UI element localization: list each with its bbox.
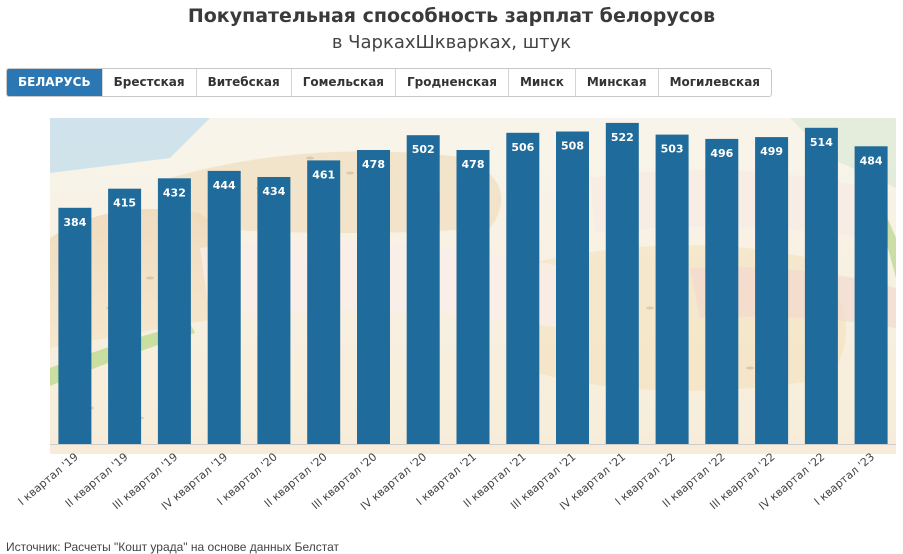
- bar-value-label-9: 506: [511, 141, 534, 154]
- tab-minsk-region[interactable]: Минская: [576, 69, 659, 96]
- bar-7[interactable]: [406, 135, 440, 444]
- bar-2[interactable]: [157, 178, 191, 445]
- bar-value-label-15: 514: [810, 136, 833, 149]
- bar-3[interactable]: [207, 170, 241, 444]
- bar-value-label-16: 484: [860, 154, 883, 167]
- chart-subtitle: в ЧаркахШкварках, штук: [331, 32, 572, 53]
- bar-10[interactable]: [556, 131, 589, 445]
- bar-5[interactable]: [307, 160, 341, 444]
- chart-area: 384 I квартал '19 415 II квартал '19 432 III …: [0, 110, 903, 530]
- bar-6[interactable]: [357, 150, 390, 444]
- tab-mogilev[interactable]: Могилевская: [669, 75, 761, 89]
- bar-9[interactable]: [506, 132, 540, 445]
- chart-title: Покупательная способность зарплат белору…: [187, 5, 716, 27]
- bar-15[interactable]: [804, 127, 838, 445]
- bar-value-label-8: 478: [462, 158, 485, 171]
- bar-11[interactable]: [605, 122, 639, 445]
- bar-14[interactable]: [755, 137, 789, 444]
- tab-minsk-city[interactable]: Минск: [509, 69, 576, 96]
- bar-12[interactable]: [655, 134, 689, 444]
- tab-belarus[interactable]: БЕЛАРУСЬ: [7, 69, 103, 96]
- bar-value-label-3: 444: [213, 179, 236, 192]
- bar-0[interactable]: [58, 207, 92, 444]
- bar-8[interactable]: [456, 150, 490, 444]
- bar-1[interactable]: [108, 188, 142, 444]
- tab-brest[interactable]: Брестская: [103, 69, 197, 96]
- bar-value-label-2: 432: [163, 186, 186, 199]
- bar-16[interactable]: [854, 146, 888, 445]
- bar-value-label-10: 508: [561, 140, 584, 153]
- bar-value-label-11: 522: [611, 131, 634, 144]
- bar-4[interactable]: [257, 177, 291, 444]
- bar-value-label-0: 384: [63, 216, 86, 229]
- tab-grodno[interactable]: Гродненская: [396, 69, 509, 96]
- bar-value-label-5: 461: [312, 168, 335, 181]
- tab-gomel[interactable]: Гомельская: [292, 69, 396, 96]
- bar-value-label-7: 502: [412, 143, 435, 156]
- bar-value-label-13: 496: [710, 147, 733, 160]
- region-tabs: БЕЛАРУСЬ Брестская Витебская Гомельская …: [6, 68, 773, 97]
- bar-value-label-6: 478: [362, 158, 385, 171]
- source-note: Источник: Расчеты "Кошт урада" на основе…: [6, 540, 340, 554]
- tab-vitebsk[interactable]: Витебская: [197, 69, 292, 96]
- bar-value-label-4: 434: [262, 185, 285, 198]
- bar-value-label-12: 503: [661, 143, 684, 156]
- bar-value-label-14: 499: [760, 145, 783, 158]
- bar-13[interactable]: [705, 138, 739, 444]
- bar-value-label-1: 415: [113, 197, 136, 210]
